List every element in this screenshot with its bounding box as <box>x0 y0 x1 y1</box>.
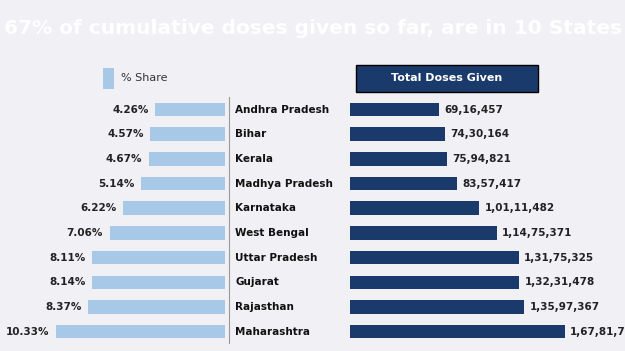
Bar <box>149 152 225 166</box>
Bar <box>350 103 439 116</box>
Bar <box>350 226 497 240</box>
Bar <box>350 177 457 190</box>
Text: 4.57%: 4.57% <box>107 129 144 139</box>
Text: % Share: % Share <box>121 73 167 83</box>
Text: 69,16,457: 69,16,457 <box>444 105 503 114</box>
Text: 1,31,75,325: 1,31,75,325 <box>524 253 594 263</box>
Text: 8.14%: 8.14% <box>49 277 86 287</box>
Text: 5.14%: 5.14% <box>98 179 134 188</box>
Text: Uttar Pradesh: Uttar Pradesh <box>235 253 318 263</box>
Text: 7.06%: 7.06% <box>67 228 103 238</box>
Bar <box>56 325 225 338</box>
Text: Kerala: Kerala <box>235 154 273 164</box>
Bar <box>350 201 479 215</box>
Text: Maharashtra: Maharashtra <box>235 327 310 337</box>
Text: 67% of cumulative doses given so far, are in 10 States: 67% of cumulative doses given so far, ar… <box>4 19 621 38</box>
Bar <box>109 226 225 240</box>
Text: Gujarat: Gujarat <box>235 277 279 287</box>
Text: Madhya Pradesh: Madhya Pradesh <box>235 179 333 188</box>
Bar <box>350 152 448 166</box>
Text: West Bengal: West Bengal <box>235 228 309 238</box>
Text: 4.67%: 4.67% <box>106 154 142 164</box>
FancyBboxPatch shape <box>356 65 538 92</box>
Text: 1,14,75,371: 1,14,75,371 <box>503 228 572 238</box>
Text: 1,67,81,719: 1,67,81,719 <box>570 327 625 337</box>
Bar <box>150 127 225 141</box>
Bar <box>92 251 225 264</box>
Bar <box>350 127 445 141</box>
Text: Karnataka: Karnataka <box>235 203 296 213</box>
Text: 1,01,11,482: 1,01,11,482 <box>485 203 555 213</box>
Text: 8.11%: 8.11% <box>49 253 86 263</box>
Bar <box>123 201 225 215</box>
Bar <box>103 68 114 89</box>
Text: 74,30,164: 74,30,164 <box>451 129 509 139</box>
Bar <box>88 300 225 314</box>
Bar <box>92 276 225 289</box>
Text: Total Doses Given: Total Doses Given <box>391 73 502 83</box>
Text: 1,35,97,367: 1,35,97,367 <box>529 302 599 312</box>
Bar <box>350 276 519 289</box>
Text: 1,32,31,478: 1,32,31,478 <box>525 277 595 287</box>
Text: Rajasthan: Rajasthan <box>235 302 294 312</box>
Text: 75,94,821: 75,94,821 <box>452 154 511 164</box>
Bar <box>141 177 225 190</box>
Text: 6.22%: 6.22% <box>81 203 117 213</box>
Bar <box>350 251 519 264</box>
Text: 83,57,417: 83,57,417 <box>462 179 521 188</box>
Text: Andhra Pradesh: Andhra Pradesh <box>235 105 329 114</box>
Bar <box>350 325 565 338</box>
Text: Bihar: Bihar <box>235 129 266 139</box>
Bar <box>350 300 524 314</box>
Text: 10.33%: 10.33% <box>6 327 49 337</box>
Bar <box>156 103 225 116</box>
Text: 8.37%: 8.37% <box>45 302 82 312</box>
Text: 4.26%: 4.26% <box>112 105 149 114</box>
